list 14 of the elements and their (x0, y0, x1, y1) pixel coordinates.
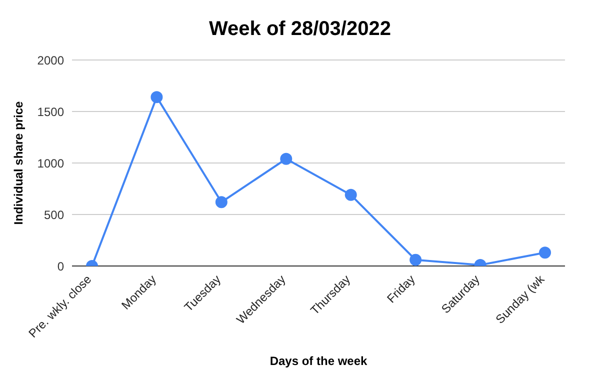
chart-title: Week of 28/03/2022 (208, 17, 392, 42)
point (344, 188, 357, 201)
y-tick-label: 1000 (37, 156, 64, 170)
point (539, 246, 551, 259)
point (150, 91, 163, 104)
point (215, 196, 228, 208)
point (410, 254, 422, 266)
y-tick-label: 2000 (37, 53, 64, 68)
y-axis-title: Individual share price (11, 100, 26, 225)
x-axis-title: Days of the week (270, 354, 368, 368)
y-tick-label: 0 (57, 259, 64, 274)
point (280, 152, 292, 165)
y-tick-label: 500 (44, 208, 64, 222)
y-tick-label: 1500 (37, 104, 64, 119)
